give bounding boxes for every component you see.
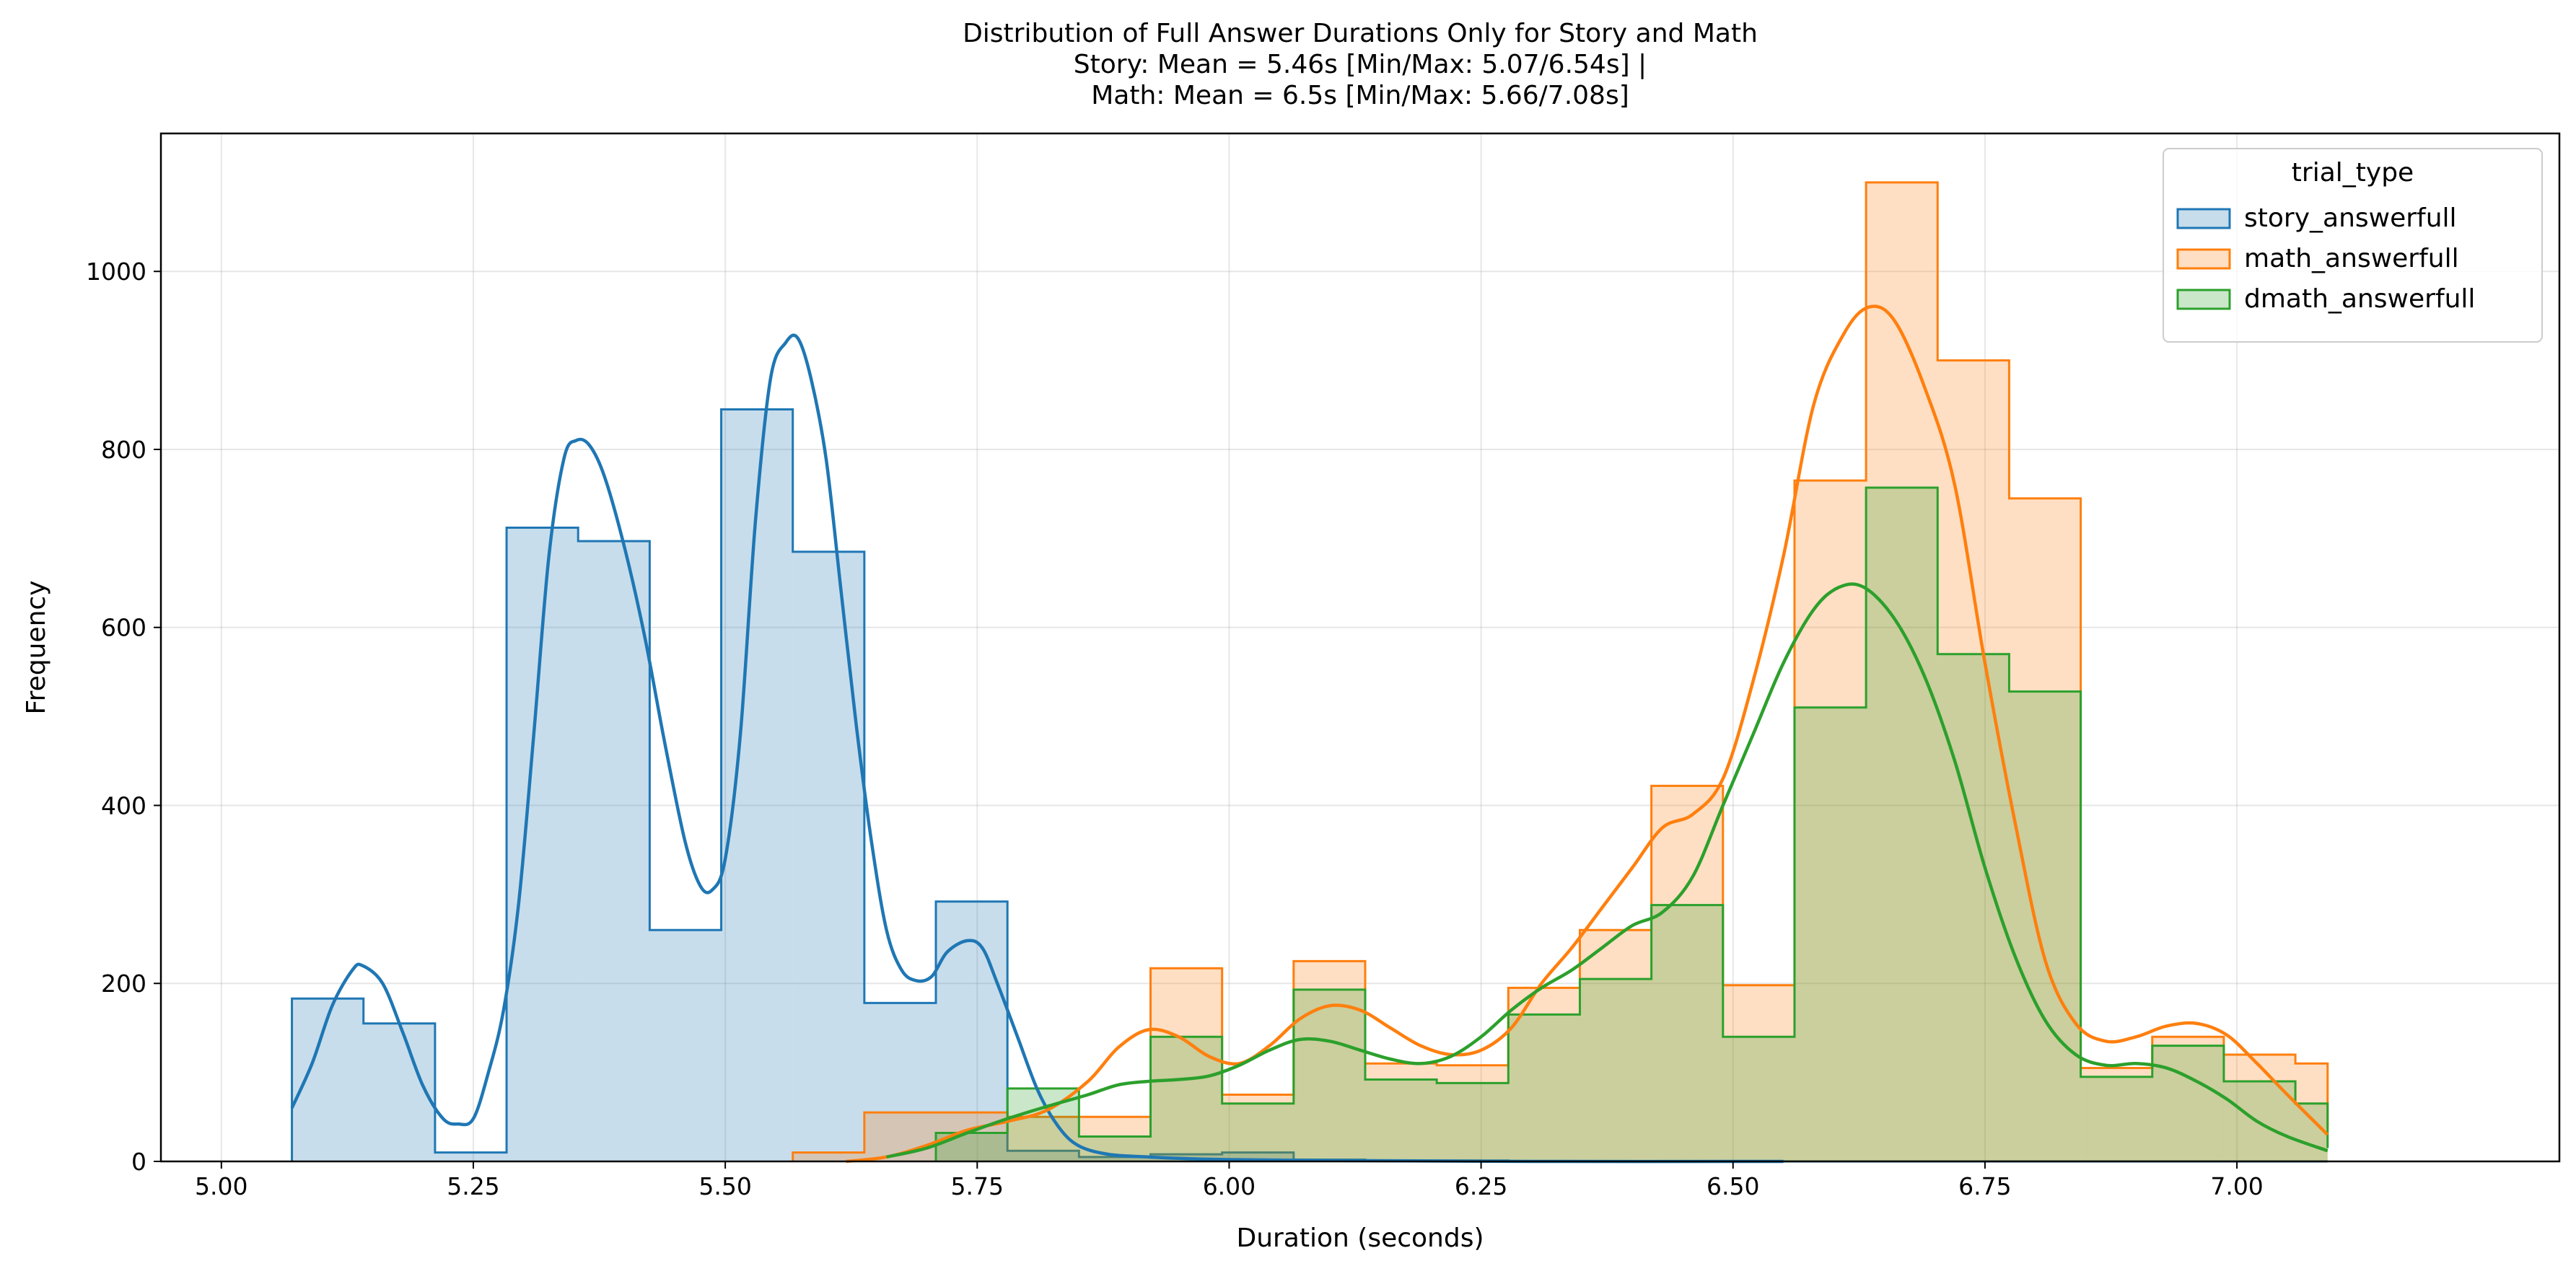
y-tick-label-2: 400 <box>101 791 146 819</box>
x-tick-label-1: 5.25 <box>447 1172 499 1200</box>
story_answerfull-bar-9 <box>936 901 1008 1161</box>
y-tick-label-4: 800 <box>101 436 146 464</box>
math_answerfull-bar-14 <box>1293 961 1365 1161</box>
math_answerfull-bar-26 <box>2152 1037 2224 1161</box>
dmath_answerfull-bar-22 <box>1866 488 1938 1161</box>
math_answerfull-bar-19 <box>1651 786 1723 1161</box>
title-line-2: Story: Mean = 5.46s [Min/Max: 5.07/6.54s… <box>1074 50 1647 79</box>
story_answerfull-bar-10 <box>1007 1151 1079 1161</box>
story_answerfull-bar-0 <box>292 998 364 1161</box>
x-tick-label-0: 5.00 <box>195 1172 247 1200</box>
dmath_answerfull-bar-25 <box>2080 1076 2152 1161</box>
x-tick-label-6: 6.50 <box>1707 1172 1759 1200</box>
x-tick-label-3: 5.75 <box>951 1172 1004 1200</box>
story_answerfull-bar-1 <box>363 1023 435 1161</box>
series-dmath_answerfull <box>934 486 2329 1161</box>
dmath_answerfull-bar-21 <box>1794 707 1867 1161</box>
dmath_answerfull-bar-19 <box>1651 905 1723 1161</box>
x-tick-label-2: 5.50 <box>698 1172 751 1200</box>
dmath_answerfull-bar-16 <box>1437 1083 1509 1161</box>
histogram-bars <box>291 181 2329 1163</box>
math_answerfull-bar-13 <box>1222 1094 1294 1161</box>
x-axis-label: Duration (seconds) <box>1236 1223 1484 1253</box>
dmath_answerfull-bar-26 <box>2152 1045 2224 1161</box>
legend-label-story_answerfull: story_answerfull <box>2244 203 2457 233</box>
story_answerfull-bar-6 <box>721 409 793 1161</box>
x-axis-ticks: 5.00 5.25 5.50 5.75 6.00 6.25 6.50 6.75 7.00 <box>195 1161 2264 1200</box>
story_answerfull-bar-5 <box>649 930 722 1161</box>
math_answerfull-bar-16 <box>1437 1065 1509 1161</box>
math_answerfull-bar-22 <box>1866 182 1938 1161</box>
legend-swatch-story_answerfull <box>2176 208 2231 229</box>
math_answerfull-bar-12 <box>1150 968 1222 1161</box>
legend-label-math_answerfull: math_answerfull <box>2244 244 2459 273</box>
math_answerfull-bar-23 <box>1937 360 2010 1162</box>
dmath_answerfull-bar-18 <box>1580 979 1652 1161</box>
dmath_answerfull-bar-28 <box>2295 1103 2328 1161</box>
story_answerfull-bar-2 <box>434 1152 507 1161</box>
x-tick-label-4: 6.00 <box>1203 1172 1256 1200</box>
math_answerfull-bar-27 <box>2223 1054 2296 1161</box>
dmath_answerfull-bar-20 <box>1722 1037 1795 1161</box>
x-tick-label-5: 6.25 <box>1455 1172 1507 1200</box>
y-tick-label-5: 1000 <box>86 258 146 286</box>
story_answerfull-bar-11 <box>1079 1156 1151 1161</box>
y-axis-label: Frequency <box>22 581 51 715</box>
legend-box <box>2163 148 2543 343</box>
dmath_answerfull-kde-line <box>886 582 2329 1159</box>
story_answerfull-kde-line <box>290 333 1784 1164</box>
legend: trial_type story_answerfull math_answerful… <box>2163 148 2543 343</box>
y-tick-label-3: 600 <box>101 614 146 642</box>
dmath_answerfull-bar-15 <box>1364 1079 1437 1161</box>
dmath_answerfull-bar-13 <box>1222 1103 1294 1161</box>
story_answerfull-bar-4 <box>578 541 650 1161</box>
y-tick-label-0: 0 <box>131 1148 146 1176</box>
math_answerfull-outline <box>792 181 2329 1161</box>
legend-swatch-dmath_answerfull <box>2176 289 2231 310</box>
legend-swatch-math_answerfull <box>2176 248 2231 270</box>
story_answerfull-bar-8 <box>864 1003 937 1161</box>
x-tick-label-8: 7.00 <box>2210 1172 2263 1200</box>
title-line-1: Distribution of Full Answer Durations On… <box>963 19 1758 48</box>
y-tick-label-1: 200 <box>101 970 146 998</box>
legend-label-dmath_answerfull: dmath_answerfull <box>2244 284 2475 314</box>
math_answerfull-bar-7 <box>792 1152 864 1161</box>
dmath_answerfull-bar-17 <box>1508 1014 1580 1161</box>
dmath_answerfull-outline <box>934 486 2329 1161</box>
dmath_answerfull-bar-24 <box>2009 691 2081 1161</box>
plot-frame <box>159 132 2561 1163</box>
math_answerfull-bar-18 <box>1580 930 1652 1161</box>
x-tick-label-7: 6.75 <box>1958 1172 2011 1200</box>
math_answerfull-kde-line <box>846 304 2329 1164</box>
series-story_answerfull <box>291 408 2328 1163</box>
math_answerfull-bar-20 <box>1722 985 1795 1161</box>
legend-title: trial_type <box>2292 158 2414 188</box>
math_answerfull-bar-25 <box>2080 1068 2152 1161</box>
title-line-3: Math: Mean = 6.5s [Min/Max: 5.66/7.08s] <box>1091 81 1629 110</box>
story_answerfull-bar-7 <box>792 551 864 1161</box>
y-axis-ticks: 0 200 400 600 800 1000 <box>86 258 161 1176</box>
dmath_answerfull-bar-12 <box>1150 1037 1222 1161</box>
kde-curves <box>290 304 2329 1164</box>
chart-title: Distribution of Full Answer Durations On… <box>963 19 1758 110</box>
dmath_answerfull-bar-14 <box>1293 989 1365 1161</box>
